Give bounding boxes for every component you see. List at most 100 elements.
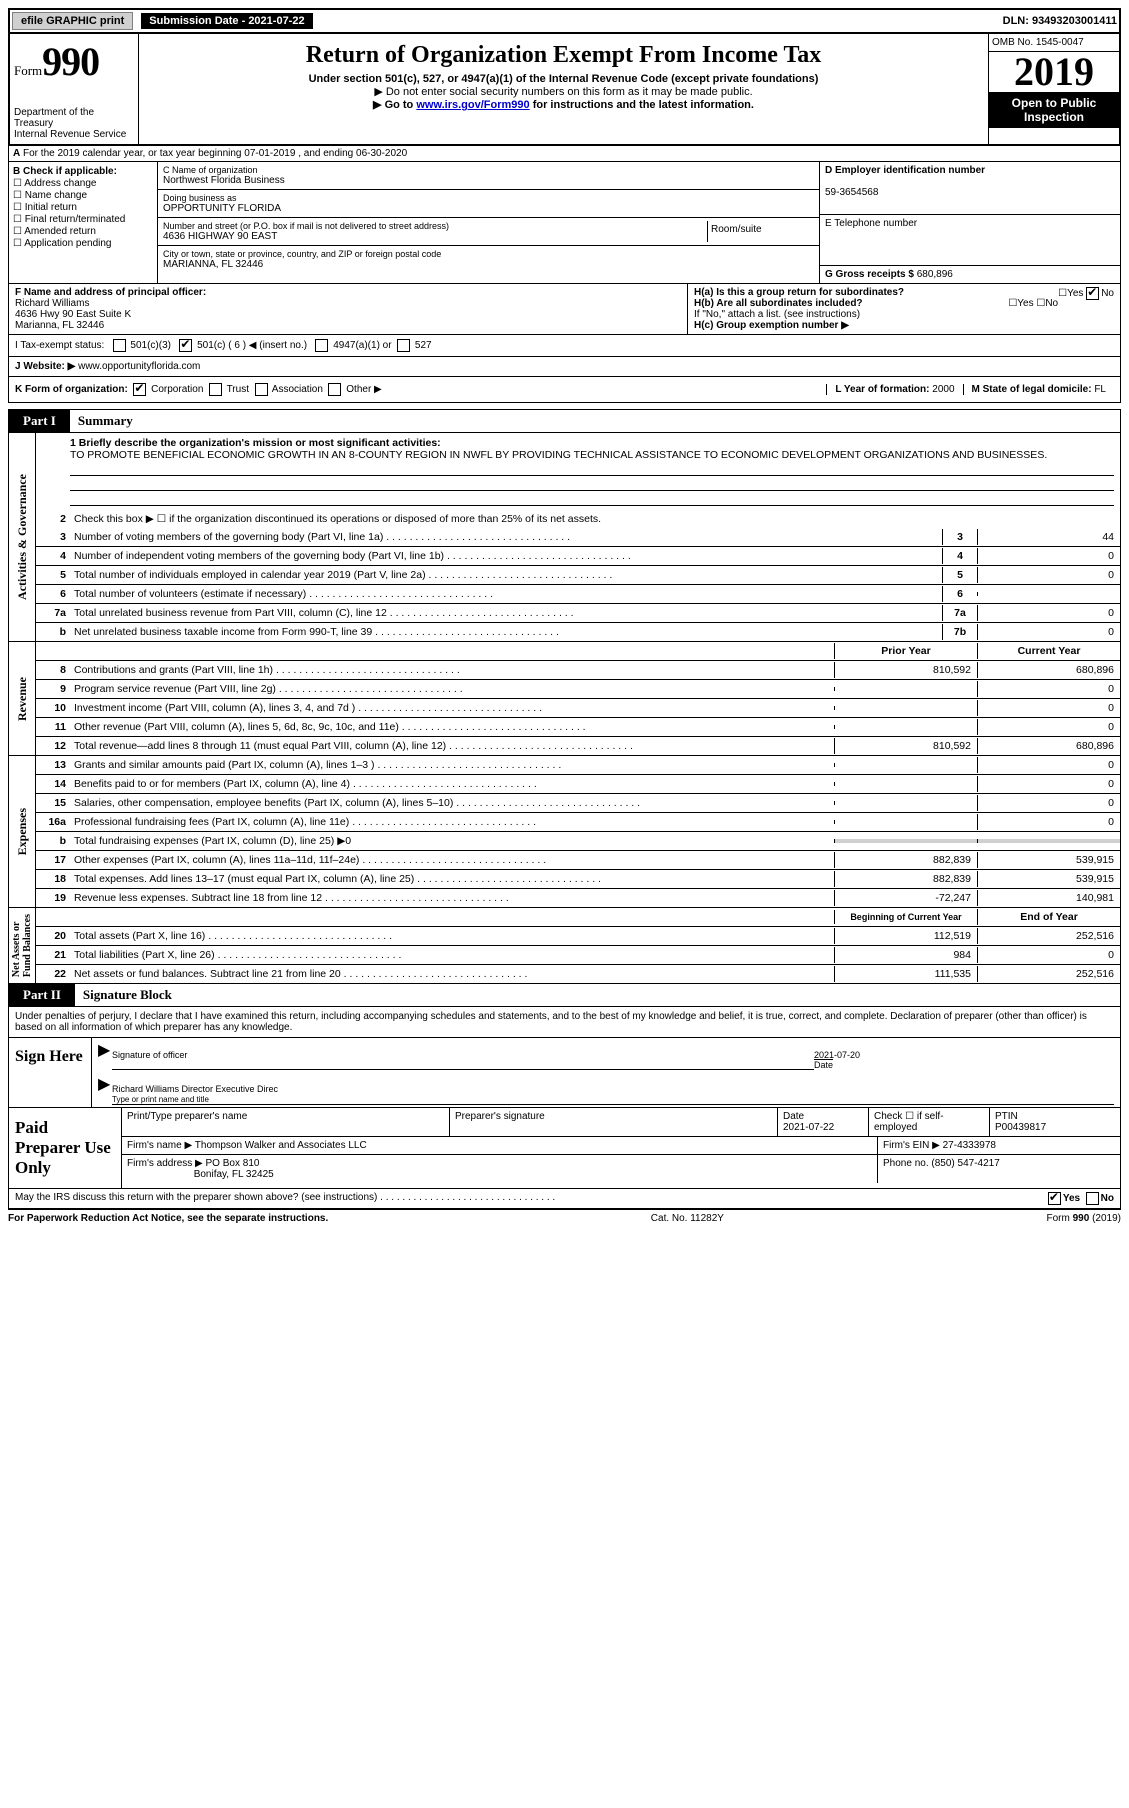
chk-application-pending[interactable]: ☐ Application pending bbox=[13, 238, 153, 249]
h-a-no-check[interactable] bbox=[1086, 287, 1099, 300]
goto-prefix: ▶ Go to bbox=[373, 99, 416, 111]
signature-block: Under penalties of perjury, I declare th… bbox=[8, 1007, 1121, 1209]
box-c: C Name of organization Northwest Florida… bbox=[158, 162, 819, 283]
chk-name-change[interactable]: ☐ Name change bbox=[13, 190, 153, 201]
part1-title: Summary bbox=[70, 410, 141, 432]
prep-sig-header: Preparer's signature bbox=[450, 1108, 778, 1136]
officer-signature-line[interactable]: Signature of officer bbox=[112, 1040, 814, 1070]
box-h: H(a) Is this a group return for subordin… bbox=[687, 284, 1120, 334]
chk-final-return[interactable]: ☐ Final return/terminated bbox=[13, 214, 153, 225]
part1-tab: Part I bbox=[9, 410, 70, 432]
footer-mid: Cat. No. 11282Y bbox=[651, 1213, 724, 1224]
opt-501c3: 501(c)(3) bbox=[130, 340, 171, 351]
h-b-note: If "No," attach a list. (see instruction… bbox=[694, 309, 1114, 320]
discuss-yes-check[interactable] bbox=[1048, 1192, 1061, 1205]
org-name: Northwest Florida Business bbox=[163, 175, 814, 186]
summary-line: 13Grants and similar amounts paid (Part … bbox=[36, 756, 1120, 775]
col-headers-2: Beginning of Current Year End of Year bbox=[36, 908, 1120, 927]
box-b-label: B Check if applicable: bbox=[13, 166, 117, 177]
form-note-2: ▶ Go to www.irs.gov/Form990 for instruct… bbox=[143, 98, 984, 111]
department-label: Department of the Treasury Internal Reve… bbox=[14, 107, 134, 140]
summary-line: 18Total expenses. Add lines 13–17 (must … bbox=[36, 870, 1120, 889]
prep-self-emp[interactable]: Check ☐ if self-employed bbox=[869, 1108, 990, 1136]
firm-ein: 27-4333978 bbox=[943, 1140, 996, 1151]
net-assets-block: Net Assets or Fund Balances Beginning of… bbox=[8, 908, 1121, 984]
efile-print-button[interactable]: efile GRAPHIC print bbox=[12, 12, 133, 30]
discuss-no-check[interactable] bbox=[1086, 1192, 1099, 1205]
summary-line: 11Other revenue (Part VIII, column (A), … bbox=[36, 718, 1120, 737]
ptin-label: PTIN bbox=[995, 1111, 1018, 1122]
part1-header: Part I Summary bbox=[8, 409, 1121, 433]
vtab-expenses: Expenses bbox=[9, 756, 36, 907]
l-label: L Year of formation: bbox=[835, 384, 929, 395]
opt-501c: 501(c) ( 6 ) ◀ (insert no.) bbox=[197, 340, 307, 351]
summary-line: 10Investment income (Part VIII, column (… bbox=[36, 699, 1120, 718]
chk-initial-return[interactable]: ☐ Initial return bbox=[13, 202, 153, 213]
dln-label: DLN: 93493203001411 bbox=[1003, 15, 1117, 27]
ptin-value: P00439817 bbox=[995, 1122, 1046, 1133]
officer-name: Richard Williams bbox=[15, 298, 89, 309]
chk-association[interactable] bbox=[255, 383, 268, 396]
summary-line: 2Check this box ▶ ☐ if the organization … bbox=[36, 510, 1120, 528]
street-value: 4636 HIGHWAY 90 EAST bbox=[163, 231, 707, 242]
m-label: M State of legal domicile: bbox=[972, 384, 1092, 395]
summary-line: 16aProfessional fundraising fees (Part I… bbox=[36, 813, 1120, 832]
vtab-governance: Activities & Governance bbox=[9, 433, 36, 641]
form-title: Return of Organization Exempt From Incom… bbox=[143, 42, 984, 69]
irs-link[interactable]: www.irs.gov/Form990 bbox=[416, 99, 529, 111]
prior-year-header: Prior Year bbox=[834, 643, 977, 659]
sig-date-label: Date bbox=[814, 1059, 833, 1070]
firm-ein-label: Firm's EIN ▶ bbox=[883, 1140, 940, 1151]
chk-501c3[interactable] bbox=[113, 339, 126, 352]
sig-arrow-icon: ▶ bbox=[98, 1040, 112, 1070]
efile-topbar: efile GRAPHIC print Submission Date - 20… bbox=[8, 8, 1121, 34]
form-word: Form bbox=[14, 63, 42, 78]
summary-line: 14Benefits paid to or for members (Part … bbox=[36, 775, 1120, 794]
box-d-e-g: D Employer identification number 59-3654… bbox=[819, 162, 1120, 283]
summary-line: 15Salaries, other compensation, employee… bbox=[36, 794, 1120, 813]
gross-receipts-value: 680,896 bbox=[917, 269, 953, 280]
summary-line: 17Other expenses (Part IX, column (A), l… bbox=[36, 851, 1120, 870]
mission-block: 1 Briefly describe the organization's mi… bbox=[36, 433, 1120, 510]
chk-other[interactable] bbox=[328, 383, 341, 396]
l-value: 2000 bbox=[932, 384, 954, 395]
page-footer: For Paperwork Reduction Act Notice, see … bbox=[8, 1209, 1121, 1227]
chk-amended-return[interactable]: ☐ Amended return bbox=[13, 226, 153, 237]
prep-name-header: Print/Type preparer's name bbox=[122, 1108, 450, 1136]
summary-line: 22Net assets or fund balances. Subtract … bbox=[36, 965, 1120, 983]
form-title-block: Return of Organization Exempt From Incom… bbox=[139, 34, 988, 144]
firm-addr1: PO Box 810 bbox=[206, 1158, 260, 1169]
h-a-no: No bbox=[1101, 288, 1114, 299]
footer-left: For Paperwork Reduction Act Notice, see … bbox=[8, 1213, 328, 1224]
chk-trust[interactable] bbox=[209, 383, 222, 396]
dba-value: OPPORTUNITY FLORIDA bbox=[163, 203, 814, 214]
chk-501c[interactable] bbox=[179, 339, 192, 352]
summary-line: 4Number of independent voting members of… bbox=[36, 547, 1120, 566]
vtab-net-assets: Net Assets or Fund Balances bbox=[9, 908, 36, 983]
chk-corporation[interactable] bbox=[133, 383, 146, 396]
current-year-header: Current Year bbox=[977, 643, 1120, 659]
ein-label: D Employer identification number bbox=[825, 165, 985, 176]
footer-right: Form 990 (2019) bbox=[1047, 1213, 1121, 1224]
ein-value: 59-3654568 bbox=[825, 187, 878, 198]
summary-line: 8Contributions and grants (Part VIII, li… bbox=[36, 661, 1120, 680]
chk-address-change[interactable]: ☐ Address change bbox=[13, 178, 153, 189]
tax-exempt-row: I Tax-exempt status: 501(c)(3) 501(c) ( … bbox=[8, 335, 1121, 357]
city-value: MARIANNA, FL 32446 bbox=[163, 259, 814, 270]
summary-line: 9Program service revenue (Part VIII, lin… bbox=[36, 680, 1120, 699]
mission-text: TO PROMOTE BENEFICIAL ECONOMIC GROWTH IN… bbox=[70, 449, 1047, 461]
chk-527[interactable] bbox=[397, 339, 410, 352]
firm-addr2: Bonifay, FL 32425 bbox=[194, 1169, 274, 1180]
tax-period-line: A For the 2019 calendar year, or tax yea… bbox=[8, 146, 1121, 162]
chk-4947[interactable] bbox=[315, 339, 328, 352]
form-note-1: ▶ Do not enter social security numbers o… bbox=[143, 85, 984, 98]
org-form-row: K Form of organization: Corporation Trus… bbox=[8, 377, 1121, 403]
opt-527: 527 bbox=[415, 340, 432, 351]
h-a-yes[interactable]: Yes bbox=[1067, 288, 1083, 299]
form-id-block: Form990 Department of the Treasury Inter… bbox=[10, 34, 139, 144]
summary-line: 5Total number of individuals employed in… bbox=[36, 566, 1120, 585]
officer-group-row: F Name and address of principal officer:… bbox=[8, 284, 1121, 335]
dba-label: Doing business as bbox=[163, 193, 814, 203]
summary-line: 20Total assets (Part X, line 16)112,5192… bbox=[36, 927, 1120, 946]
submission-date-badge: Submission Date - 2021-07-22 bbox=[141, 13, 312, 29]
